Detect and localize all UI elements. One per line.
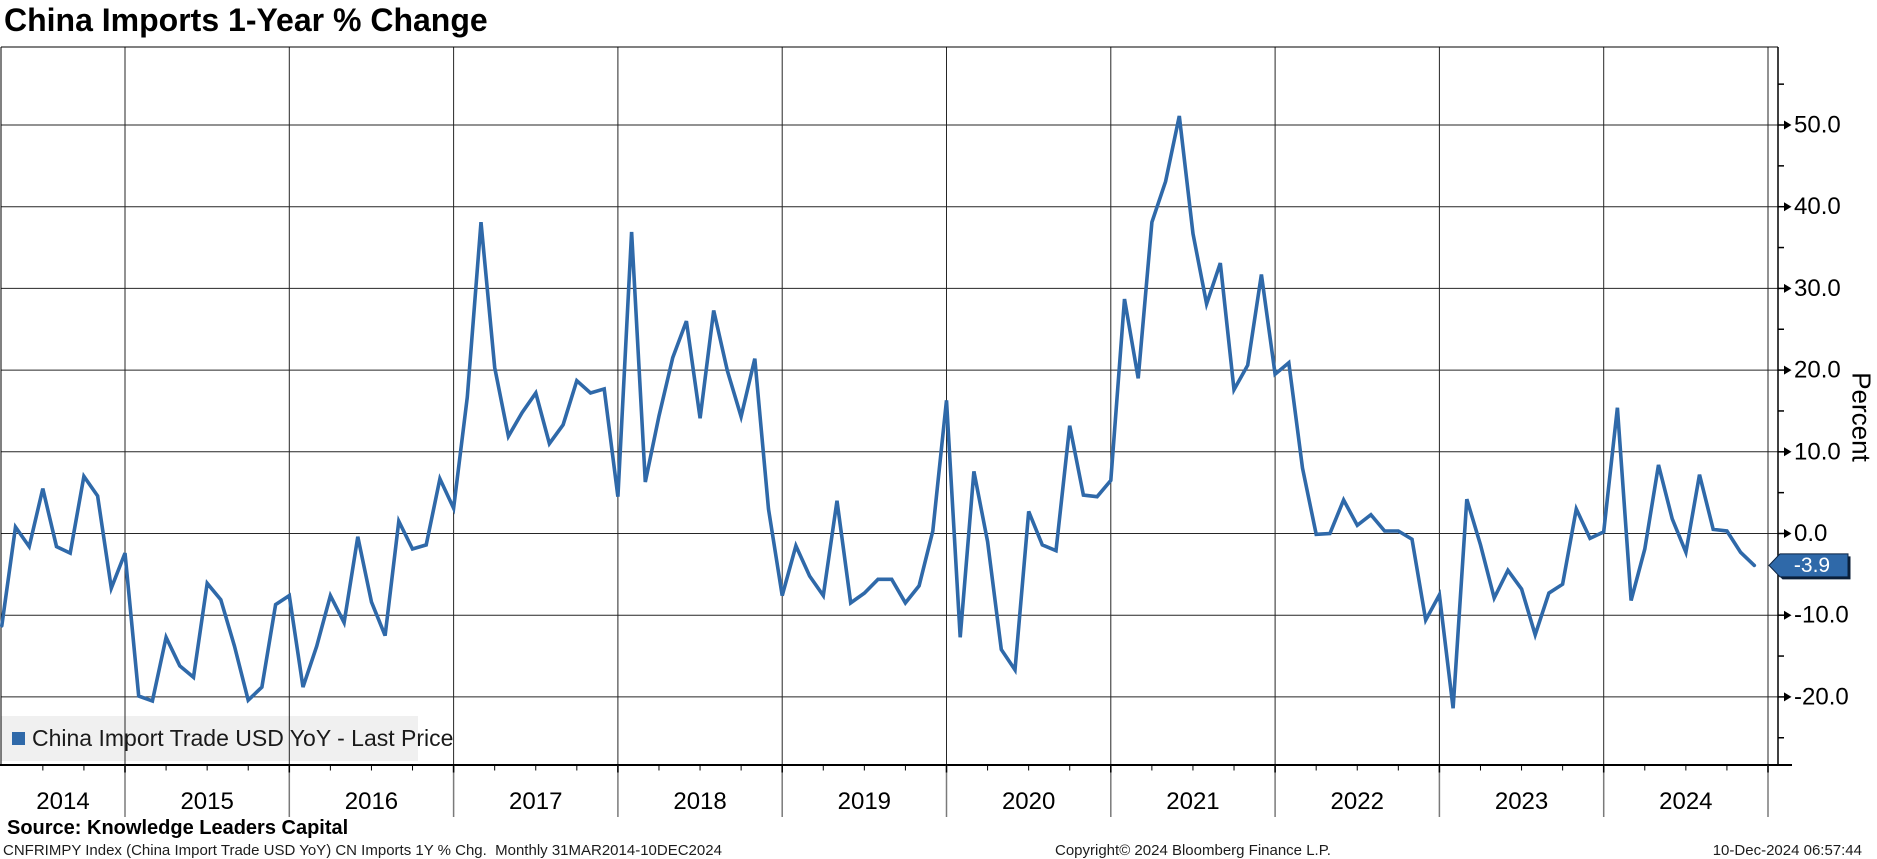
- y-tick-label: 30.0: [1794, 275, 1841, 302]
- y-tick-arrow-icon: [1784, 447, 1792, 457]
- x-year-label: 2024: [1659, 788, 1712, 815]
- y-tick-arrow-icon: [1784, 283, 1792, 293]
- x-year-label: 2020: [1002, 788, 1055, 815]
- legend-label: China Import Trade USD YoY - Last Price: [32, 725, 454, 751]
- x-year-label: 2018: [673, 788, 726, 815]
- x-year-label: 2016: [345, 788, 398, 815]
- last-price-label: -3.9: [1794, 554, 1830, 577]
- legend-background: [1, 716, 418, 761]
- y-tick-label: -10.0: [1794, 602, 1849, 629]
- y-tick-arrow-icon: [1784, 610, 1792, 620]
- x-year-label: 2022: [1331, 788, 1384, 815]
- y-tick-label: 20.0: [1794, 357, 1841, 384]
- x-year-label: 2019: [838, 788, 891, 815]
- source-note: Source: Knowledge Leaders Capital: [7, 817, 349, 839]
- x-year-label: 2023: [1495, 788, 1548, 815]
- ticker-description: CNFRIMPY Index (China Import Trade USD Y…: [3, 842, 722, 859]
- legend-swatch-icon: [12, 732, 25, 745]
- last-price-badge[interactable]: [1768, 553, 1849, 578]
- y-tick-label: 10.0: [1794, 438, 1841, 465]
- y-tick-arrow-icon: [1784, 120, 1792, 130]
- y-tick-arrow-icon: [1784, 692, 1792, 702]
- y-tick-arrow-icon: [1784, 529, 1792, 538]
- series-line: [0, 115, 1757, 709]
- y-tick-arrow-icon: [1784, 202, 1792, 212]
- copyright-note: Copyright© 2024 Bloomberg Finance L.P.: [1055, 842, 1331, 859]
- timestamp: 10-Dec-2024 06:57:44: [1712, 842, 1862, 859]
- x-year-label: 2015: [180, 788, 233, 815]
- x-year-label: 2017: [509, 788, 562, 815]
- y-tick-label: -20.0: [1794, 683, 1849, 710]
- legend-item[interactable]: China Import Trade USD YoY - Last Price: [1, 716, 453, 761]
- y-tick-label: 50.0: [1794, 112, 1841, 139]
- y-tick-label: 40.0: [1794, 193, 1841, 220]
- chart-title: China Imports 1-Year % Change: [4, 2, 488, 38]
- x-year-label: 2021: [1166, 788, 1219, 815]
- y-tick-label: 0.0: [1794, 520, 1827, 547]
- x-year-label: 2014: [36, 788, 89, 815]
- y-tick-arrow-icon: [1784, 365, 1792, 375]
